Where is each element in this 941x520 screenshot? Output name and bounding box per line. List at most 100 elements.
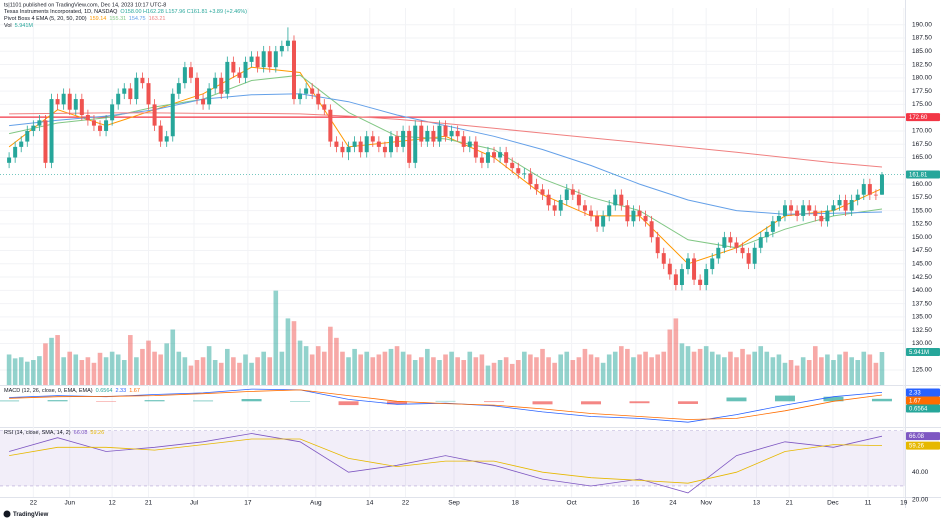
volume-bar [570,360,576,385]
legend-ema: Pivot Boss 4 EMA (5, 20, 50, 200) [4,16,87,22]
volume-bar [24,361,30,385]
y-tick-label: 170.00 [912,128,932,135]
volume-bar [134,357,139,385]
candle-body [449,130,454,137]
legend-macd-value: 1.67 [129,388,140,394]
y-tick-label: 187.50 [912,35,932,42]
macd-histogram [774,395,795,402]
volume-bar [764,351,770,385]
candle-body [552,205,557,211]
volume-bar [249,362,254,385]
candle-body [770,221,775,232]
candle-body [128,88,133,100]
volume-bar [546,357,551,385]
candle-body [364,136,369,153]
volume-bar [194,360,200,385]
candle-body [182,67,187,84]
last-price-label-box [906,170,940,179]
volume-bar [218,362,224,385]
candle-body [570,189,575,195]
x-tick-label: 17 [244,500,252,507]
candle-body [746,253,751,264]
level-label: 172.60 [909,115,928,121]
candle-body [661,253,666,264]
volume-bar [206,346,212,385]
x-tick-label: 21 [145,500,153,507]
volume-bar [231,357,236,385]
volume-bar [97,352,103,385]
candle-body [188,67,193,78]
macd-label-box [906,404,940,413]
candle-body [613,194,618,206]
volume-bar [600,362,606,385]
volume-bar [340,351,345,385]
candle-body [795,210,800,216]
volume-bar [612,351,618,385]
y-tick-label: 175.00 [912,101,932,108]
volume-bar [473,357,479,385]
volume-bar [364,351,370,385]
volume-bar [649,357,654,385]
volume-bar [552,362,557,385]
volume-bar [103,357,109,385]
volume-bar [449,351,454,385]
y-tick-label: 142.50 [912,274,932,281]
volume-bar [121,360,127,385]
volume-bar [788,360,794,385]
candle-body [679,269,684,286]
candle-body [431,130,436,142]
x-tick-label: 24 [669,500,677,507]
volume-bar [491,362,497,385]
volume-bar [164,343,169,385]
legend-ema-value: 154.75 [129,16,146,22]
candle-body [607,205,612,216]
volume-bar [461,360,467,385]
candle-body [61,93,66,105]
rsi-tick-label: 20.00 [912,496,929,503]
volume-bar [85,357,91,385]
volume-bar [479,354,485,385]
volume-bar [534,357,539,385]
candle-body [782,205,787,216]
macd-histogram [726,397,747,402]
y-tick-label: 132.50 [912,327,932,334]
level-label-box [906,113,940,122]
x-tick-label: Jun [64,500,75,507]
volume-bar [358,354,363,385]
candle-body [789,205,794,211]
macd-line [9,389,883,420]
macd-label-box [906,388,940,397]
volume-bar [158,354,163,385]
candle-body [376,141,381,147]
y-tick-label: 185.00 [912,48,932,55]
candle-body [273,51,278,68]
candle-body [382,146,387,153]
volume-bar [279,351,285,385]
candle-body [110,104,115,121]
rsi-tick-label: 40.00 [912,469,929,476]
candle-body [643,215,648,222]
rsi-label: 66.08 [909,434,925,440]
volume-bar [297,340,303,385]
candle-body [195,77,200,100]
candle-body [237,72,242,78]
macd-histogram [290,401,311,402]
candle-body [576,194,581,206]
macd-histogram [96,401,117,402]
y-tick-label: 150.00 [912,234,932,241]
candle-body [134,77,139,100]
volume-bar [49,337,54,385]
candle-body [73,99,78,110]
y-tick-label: 167.50 [912,141,932,148]
candle-body [249,56,254,62]
macd-label: 1.67 [909,398,921,404]
candle-body [255,56,260,68]
footer-brand: TradingView [13,512,49,518]
volume-bar [697,348,703,385]
x-tick-label: Aug [310,500,322,507]
volume-bar [388,348,394,385]
volume-bar [128,335,133,385]
candle-body [164,136,169,142]
volume-bar [285,318,291,385]
